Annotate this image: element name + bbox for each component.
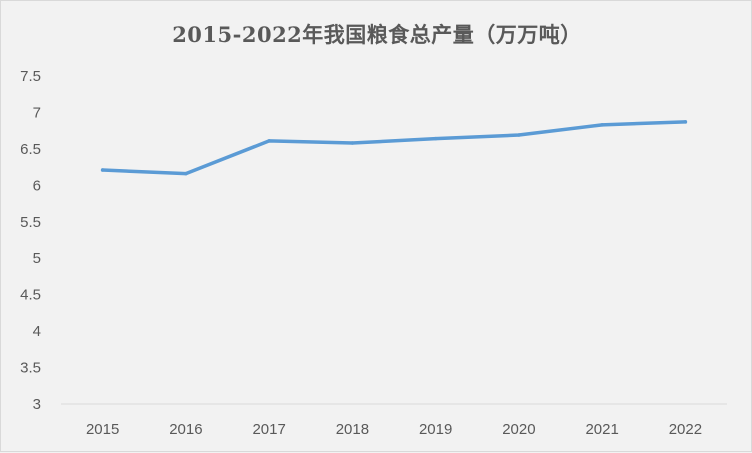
x-tick-label: 2019 (419, 421, 452, 438)
data-point (683, 120, 688, 124)
x-tick-label: 2015 (86, 421, 119, 438)
data-point (517, 133, 521, 137)
y-tick-label: 5 (33, 250, 41, 267)
y-tick-label: 7.5 (20, 68, 41, 85)
data-point (267, 139, 271, 143)
data-point (184, 171, 188, 176)
data-point (100, 168, 105, 172)
y-tick-label: 7 (33, 104, 41, 121)
data-point (433, 136, 438, 141)
y-tick-label: 6 (33, 177, 41, 194)
x-tick-label: 2022 (669, 421, 702, 438)
chart-title: 2015-2022年我国粮食总产量（万万吨） (172, 22, 582, 47)
data-point (600, 123, 604, 127)
y-tick-label: 4.5 (20, 287, 41, 304)
y-tick-label: 3 (33, 396, 41, 413)
y-tick-label: 3.5 (20, 360, 41, 377)
x-tick-label: 2017 (252, 421, 285, 438)
x-tick-label: 2021 (585, 421, 618, 438)
series-line (100, 120, 688, 176)
data-point (350, 141, 355, 145)
x-tick-label: 2016 (169, 421, 202, 438)
x-tick-label: 2020 (502, 421, 535, 438)
y-tick-label: 4 (33, 323, 41, 340)
x-tick-label: 2018 (336, 421, 369, 438)
y-tick-label: 6.5 (20, 141, 41, 158)
y-tick-label: 5.5 (20, 214, 41, 231)
